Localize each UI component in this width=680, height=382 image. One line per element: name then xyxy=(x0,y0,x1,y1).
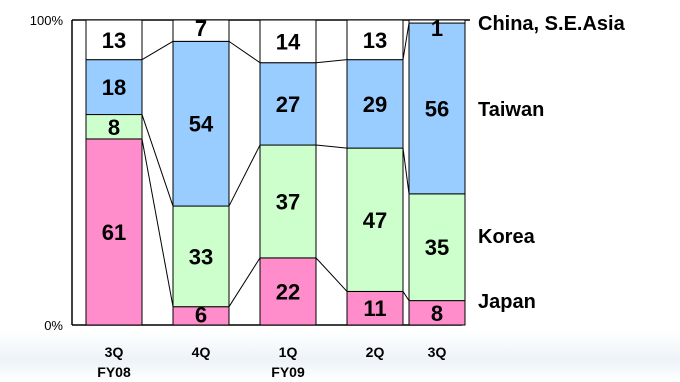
bar-segment-china-s-e-asia-2 xyxy=(172,19,230,42)
data-label-china-s-e-asia-4: 13 xyxy=(363,28,387,53)
legend-label-korea: Korea xyxy=(478,226,536,248)
bar-segment-taiwan-5 xyxy=(408,22,466,195)
data-label-china-s-e-asia-3: 14 xyxy=(276,29,301,54)
y-tick-bottom: 0% xyxy=(44,318,63,333)
connector-line xyxy=(402,148,410,194)
data-label-japan-2: 6 xyxy=(195,303,207,328)
connector-lines xyxy=(141,22,410,307)
legend-labels: Japan Korea Taiwan China, S.E.Asia xyxy=(478,13,626,313)
category-label-2: 4Q xyxy=(192,344,211,360)
data-label-japan-5: 8 xyxy=(431,301,443,326)
bar-segment-korea-1 xyxy=(85,114,143,140)
bar-segment-korea-3 xyxy=(259,144,317,259)
data-label-japan-1: 61 xyxy=(102,220,126,245)
bars xyxy=(85,19,466,326)
data-label-korea-1: 8 xyxy=(108,115,120,140)
category-label-1: 3Q xyxy=(105,344,124,360)
legend-label-china-s-e-asia: China, S.E.Asia xyxy=(478,13,626,35)
connector-line xyxy=(141,40,174,61)
category-sublabel-1: FY08 xyxy=(97,364,131,380)
data-label-korea-5: 35 xyxy=(425,235,449,260)
data-label-korea-4: 47 xyxy=(363,208,387,233)
data-label-china-s-e-asia-5: 1 xyxy=(431,16,443,41)
connector-line xyxy=(315,144,348,149)
legend-label-japan: Japan xyxy=(478,291,536,313)
bar-segment-taiwan-1 xyxy=(85,59,143,116)
connector-line xyxy=(228,144,261,207)
connector-line xyxy=(228,40,261,64)
bar-segment-korea-5 xyxy=(408,193,466,302)
bar-segment-korea-4 xyxy=(346,147,404,292)
data-label-taiwan-3: 27 xyxy=(276,92,300,117)
data-labels: 61 8 18 13 6 33 54 7 22 37 27 14 11 47 29 13 8 35 56 1 xyxy=(102,16,449,328)
bar-segment-taiwan-3 xyxy=(259,62,317,146)
bar-segment-taiwan-4 xyxy=(346,59,404,149)
y-tick-top: 100% xyxy=(30,13,64,28)
data-label-japan-3: 22 xyxy=(276,279,300,304)
connector-line xyxy=(402,291,410,301)
bar-segment-korea-2 xyxy=(172,205,230,308)
bar-segment-china-s-e-asia-5 xyxy=(408,19,466,24)
data-label-korea-3: 37 xyxy=(276,189,300,214)
data-label-china-s-e-asia-2: 7 xyxy=(195,16,207,41)
category-label-4: 2Q xyxy=(366,344,385,360)
category-label-3: 1Q xyxy=(279,344,298,360)
connector-line xyxy=(402,22,410,60)
bar-segment-japan-3 xyxy=(259,257,317,326)
data-label-korea-2: 33 xyxy=(189,244,213,269)
data-label-china-s-e-asia-1: 13 xyxy=(102,28,126,53)
connector-line xyxy=(315,59,348,64)
connector-line xyxy=(141,138,174,307)
bar-segment-china-s-e-asia-3 xyxy=(259,19,317,64)
legend-label-taiwan: Taiwan xyxy=(478,99,544,121)
category-labels: 3Q FY08 4Q 1Q FY09 2Q 3Q xyxy=(97,344,446,380)
bar-segment-china-s-e-asia-1 xyxy=(85,19,143,61)
bar-segment-japan-1 xyxy=(85,138,143,326)
data-label-taiwan-2: 54 xyxy=(189,112,214,137)
connector-line xyxy=(315,257,348,292)
connector-line xyxy=(228,257,261,307)
data-label-japan-4: 11 xyxy=(363,296,386,321)
data-label-taiwan-4: 29 xyxy=(363,92,387,117)
category-sublabel-3: FY09 xyxy=(271,364,305,380)
data-label-taiwan-5: 56 xyxy=(425,96,449,121)
bar-segment-japan-4 xyxy=(346,290,404,326)
data-label-taiwan-1: 18 xyxy=(102,75,126,100)
bar-segment-china-s-e-asia-4 xyxy=(346,19,404,61)
category-label-5: 3Q xyxy=(428,344,447,360)
connector-line xyxy=(141,114,174,207)
